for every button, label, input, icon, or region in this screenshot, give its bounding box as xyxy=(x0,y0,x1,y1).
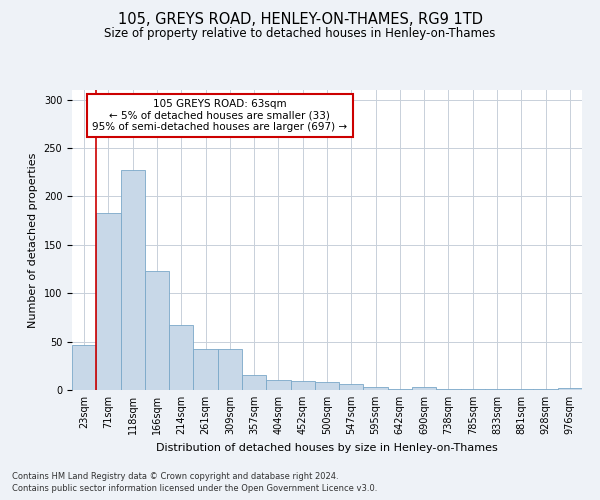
Bar xyxy=(436,389,461,390)
Bar xyxy=(266,380,290,390)
Bar xyxy=(364,387,388,390)
Text: 105, GREYS ROAD, HENLEY-ON-THAMES, RG9 1TD: 105, GREYS ROAD, HENLEY-ON-THAMES, RG9 1… xyxy=(118,12,482,28)
Text: Size of property relative to detached houses in Henley-on-Thames: Size of property relative to detached ho… xyxy=(104,28,496,40)
Bar xyxy=(169,325,193,390)
Bar xyxy=(218,350,242,390)
Bar xyxy=(485,389,509,390)
Bar xyxy=(339,384,364,390)
Text: Contains public sector information licensed under the Open Government Licence v3: Contains public sector information licen… xyxy=(12,484,377,493)
Bar xyxy=(315,382,339,390)
Bar xyxy=(558,388,582,390)
Bar xyxy=(412,387,436,390)
Text: Contains HM Land Registry data © Crown copyright and database right 2024.: Contains HM Land Registry data © Crown c… xyxy=(12,472,338,481)
Bar xyxy=(121,170,145,390)
Bar xyxy=(290,382,315,390)
Bar xyxy=(193,350,218,390)
Bar xyxy=(242,376,266,390)
Bar xyxy=(96,213,121,390)
Text: 105 GREYS ROAD: 63sqm
← 5% of detached houses are smaller (33)
95% of semi-detac: 105 GREYS ROAD: 63sqm ← 5% of detached h… xyxy=(92,99,347,132)
X-axis label: Distribution of detached houses by size in Henley-on-Thames: Distribution of detached houses by size … xyxy=(156,442,498,452)
Bar xyxy=(388,389,412,390)
Bar xyxy=(145,271,169,390)
Bar xyxy=(533,389,558,390)
Bar xyxy=(72,346,96,390)
Bar xyxy=(461,389,485,390)
Y-axis label: Number of detached properties: Number of detached properties xyxy=(28,152,38,328)
Bar xyxy=(509,389,533,390)
